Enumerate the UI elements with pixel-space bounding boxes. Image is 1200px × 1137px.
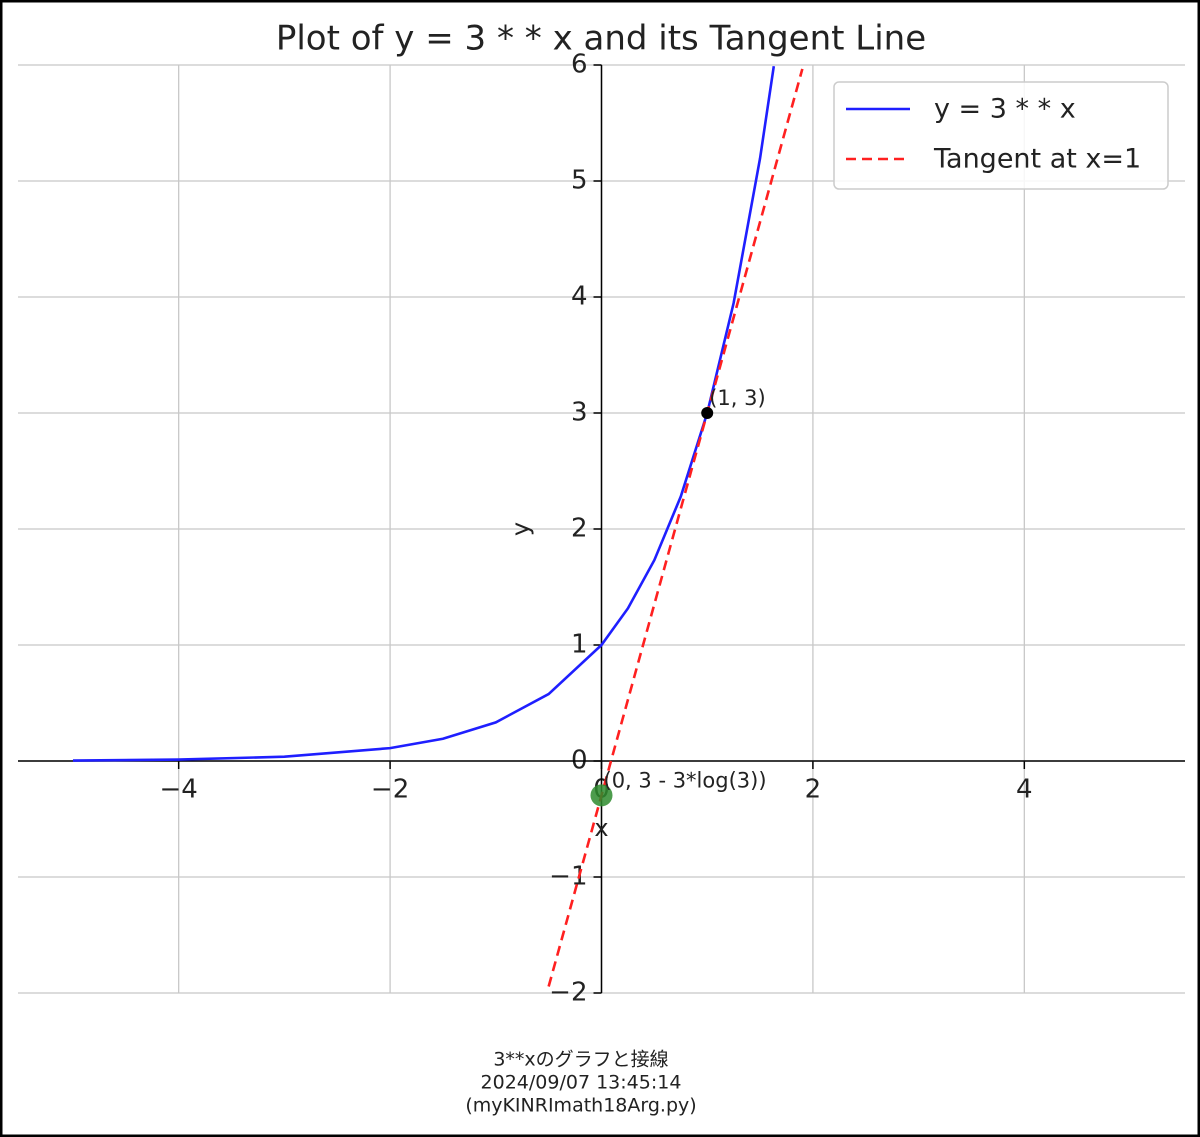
y-tick-label: −1 [549,862,587,892]
y-tick-label: −2 [549,978,587,1008]
series-line [72,65,776,762]
point-label: (0, 3 - 3*log(3)) [604,768,767,792]
legend-label: y = 3 * * x [934,94,1076,125]
footer-line: 2024/09/07 13:45:14 [481,1072,682,1094]
series-line [547,68,804,987]
y-tick-label: 1 [571,630,588,660]
y-tick-label: 3 [571,398,588,428]
point-label: (1, 3) [709,386,765,410]
point [590,784,613,807]
x-tick-label: 2 [805,775,822,805]
x-tick-label: 4 [1016,775,1033,805]
footer-line: (myKINRImath18Arg.py) [465,1095,696,1117]
legend-box [833,81,1169,190]
x-tick-label: −2 [371,775,409,805]
chart-title: Plot of y = 3 * * x and its Tangent Line [276,19,926,59]
legend-label: Tangent at x=1 [933,144,1141,175]
y-axis-label: y [507,522,535,536]
point [701,407,714,419]
x-tick-label: −4 [160,775,198,805]
x-axis-label: x [594,814,608,842]
y-tick-label: 2 [571,514,588,544]
y-tick-label: 6 [571,50,588,80]
y-tick-label: 5 [571,166,588,196]
footer-line: 3**xのグラフと接線 [493,1049,668,1071]
y-tick-label: 4 [571,282,588,312]
